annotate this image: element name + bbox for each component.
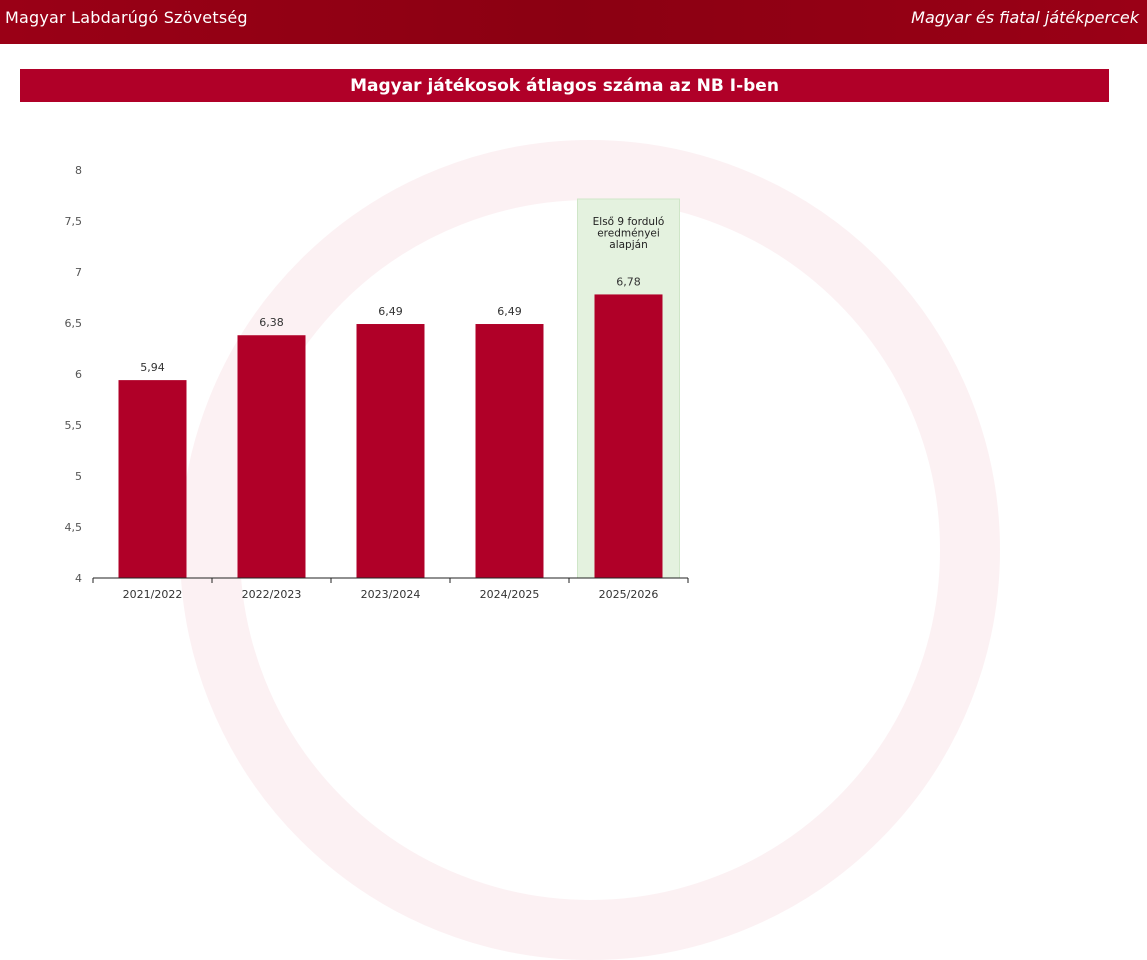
y-tick-label: 4,5 [65,521,83,534]
organization-name: Magyar Labdarúgó Szövetség [5,8,248,27]
highlight-note-line: eredményei [597,228,660,240]
bar [118,380,187,578]
section-title: Magyar és fiatal játékpercek [911,8,1139,27]
y-tick-label: 6 [75,368,82,381]
chart-title: Magyar játékosok átlagos száma az NB I-b… [350,75,779,96]
bar [475,324,544,578]
x-tick-label: 2025/2026 [599,588,659,601]
x-tick-label: 2023/2024 [361,588,421,601]
y-tick-label: 5,5 [65,419,83,432]
y-tick-label: 7,5 [65,215,83,228]
bar-value-label: 5,94 [140,361,165,374]
highlight-note-line: alapján [609,239,647,251]
x-tick-label: 2021/2022 [123,588,183,601]
bar-value-label: 6,38 [259,316,284,329]
top-bar: Magyar Labdarúgó Szövetség Magyar és fia… [0,0,1147,44]
bar [356,324,425,578]
y-tick-label: 4 [75,572,82,585]
highlight-note-line: Első 9 forduló [593,216,665,228]
bar [594,294,663,578]
y-tick-label: 5 [75,470,82,483]
bar-value-label: 6,49 [497,305,522,318]
chart-title-bar: Magyar játékosok átlagos száma az NB I-b… [20,69,1109,102]
y-tick-label: 8 [75,164,82,177]
y-tick-label: 7 [75,266,82,279]
bar-value-label: 6,78 [616,275,641,288]
x-tick-label: 2024/2025 [480,588,540,601]
bar [237,335,306,578]
x-tick-label: 2022/2023 [242,588,302,601]
y-tick-label: 6,5 [65,317,83,330]
bar-value-label: 6,49 [378,305,403,318]
